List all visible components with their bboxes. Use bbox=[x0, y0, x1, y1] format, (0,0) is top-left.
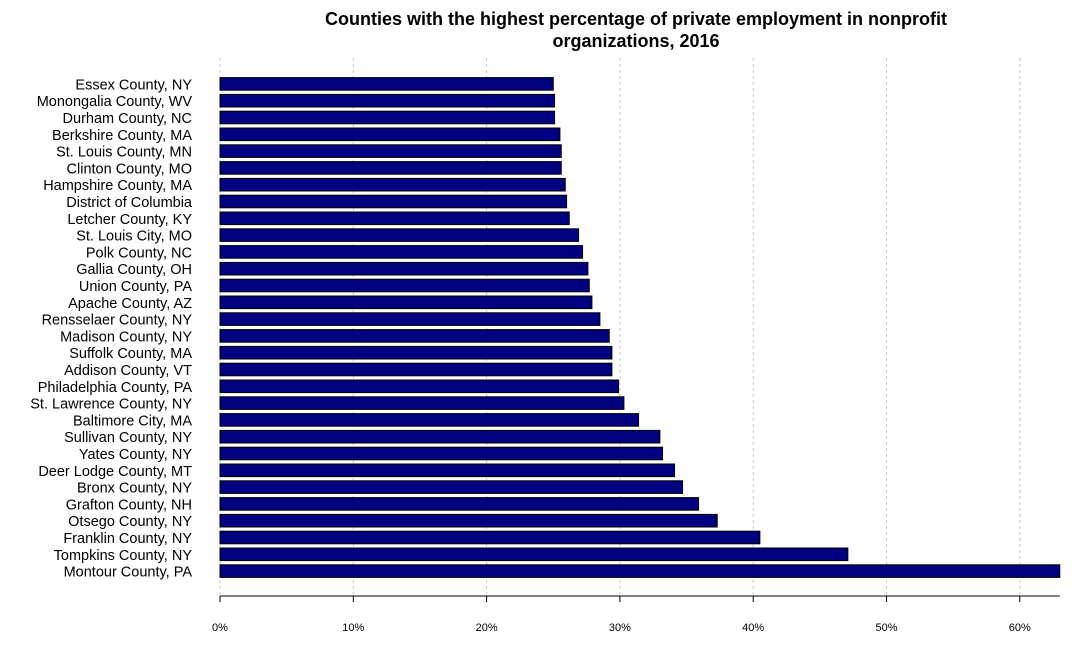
bar bbox=[219, 547, 849, 562]
bar bbox=[219, 379, 620, 394]
category-label: Clinton County, MO bbox=[67, 161, 192, 177]
category-label: Franklin County, NY bbox=[63, 531, 192, 547]
bar bbox=[219, 127, 561, 142]
bar bbox=[219, 261, 589, 276]
x-tick-label: 20% bbox=[476, 622, 498, 634]
bar bbox=[219, 429, 661, 444]
bar bbox=[219, 564, 1061, 578]
x-tick-label: 30% bbox=[609, 622, 631, 634]
category-label: Gallia County, OH bbox=[76, 262, 192, 278]
category-label: Sullivan County, NY bbox=[64, 430, 192, 446]
x-tick-label: 10% bbox=[342, 622, 364, 634]
category-label: Addison County, VT bbox=[64, 363, 192, 379]
chart-title: Counties with the highest percentage of … bbox=[324, 9, 948, 51]
bar bbox=[219, 463, 676, 478]
category-label: Berkshire County, MA bbox=[52, 128, 192, 144]
bar bbox=[219, 245, 584, 259]
category-label: St. Lawrence County, NY bbox=[30, 397, 192, 413]
x-tick-label: 50% bbox=[875, 622, 897, 634]
bar bbox=[219, 513, 718, 528]
category-label: Durham County, NC bbox=[63, 111, 192, 127]
category-label: Monongalia County, WV bbox=[37, 94, 193, 110]
category-label: Montour County, PA bbox=[64, 565, 193, 581]
bar bbox=[219, 396, 625, 410]
bar bbox=[219, 211, 570, 226]
category-label: Grafton County, NH bbox=[66, 497, 192, 513]
category-label: Letcher County, KY bbox=[67, 212, 192, 228]
bar bbox=[219, 446, 664, 461]
category-label: St. Louis City, MO bbox=[76, 229, 192, 245]
category-label: Yates County, NY bbox=[79, 447, 192, 463]
category-label: Essex County, NY bbox=[75, 77, 192, 93]
bar bbox=[219, 194, 568, 209]
category-label: Baltimore City, MA bbox=[73, 413, 192, 429]
x-tick-label: 0% bbox=[212, 622, 228, 634]
category-label: Madison County, NY bbox=[60, 329, 192, 345]
category-label: Otsego County, NY bbox=[68, 514, 192, 530]
x-tick-label: 40% bbox=[742, 622, 764, 634]
category-label: Apache County, AZ bbox=[68, 296, 192, 312]
bar bbox=[219, 93, 556, 108]
bar bbox=[219, 362, 613, 377]
bar bbox=[219, 345, 613, 360]
bar bbox=[219, 278, 590, 293]
category-label: Philadelphia County, PA bbox=[38, 380, 193, 396]
category-label: Polk County, NC bbox=[86, 245, 192, 261]
bar bbox=[219, 329, 610, 343]
bar bbox=[219, 312, 601, 326]
bar bbox=[219, 413, 640, 427]
category-label: Suffolk County, MA bbox=[69, 346, 192, 362]
bar bbox=[219, 497, 700, 511]
category-label: Bronx County, NY bbox=[77, 481, 192, 497]
bar bbox=[219, 177, 566, 192]
category-label: District of Columbia bbox=[66, 195, 193, 211]
bar bbox=[219, 110, 556, 125]
bars bbox=[219, 77, 1061, 578]
category-label: Rensselaer County, NY bbox=[42, 313, 193, 329]
category-label: Hampshire County, MA bbox=[43, 178, 192, 194]
category-label: Tompkins County, NY bbox=[54, 548, 193, 564]
category-label: Union County, PA bbox=[79, 279, 192, 295]
bar bbox=[219, 228, 580, 242]
bar bbox=[219, 480, 684, 494]
bar bbox=[219, 161, 562, 175]
bar bbox=[219, 144, 562, 158]
category-label: Deer Lodge County, MT bbox=[38, 464, 192, 480]
category-label: St. Louis County, MN bbox=[56, 145, 192, 161]
bar bbox=[219, 295, 593, 310]
bar bbox=[219, 77, 554, 91]
x-axis: 0% 10% 20% 30% 40% 50% 60% bbox=[212, 595, 1060, 634]
bar bbox=[219, 530, 761, 545]
x-tick-label: 60% bbox=[1009, 622, 1031, 634]
